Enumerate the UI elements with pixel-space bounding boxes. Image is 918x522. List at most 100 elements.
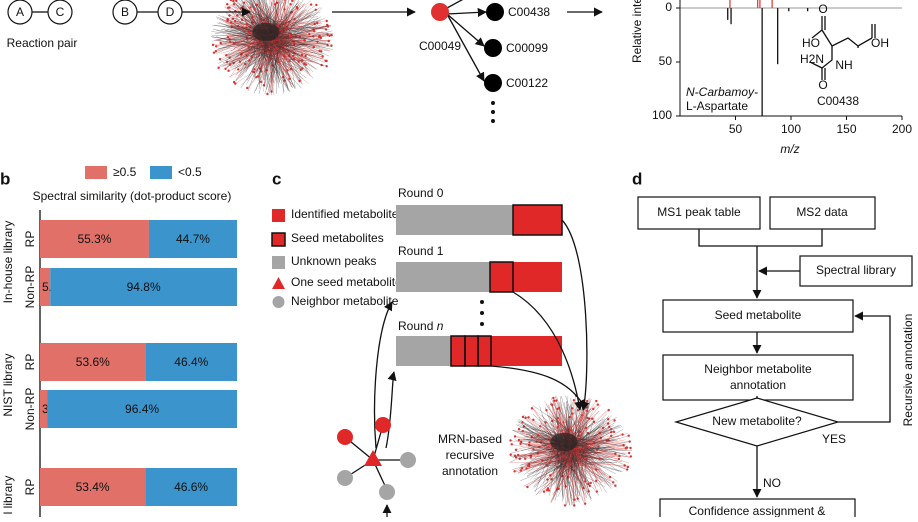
network-node: [224, 68, 226, 70]
node-label: A: [16, 5, 24, 19]
round-n: n: [437, 319, 444, 333]
network-node: [595, 400, 597, 402]
network-node: [509, 439, 511, 441]
neighbor-id: C00122: [506, 76, 548, 90]
neighbor-node: [379, 484, 395, 500]
network-node: [557, 426, 559, 428]
network-node: [628, 440, 630, 442]
network-node: [627, 466, 629, 468]
connector: [447, 12, 486, 14]
network-node: [607, 418, 609, 420]
group-label: l library: [1, 476, 15, 515]
network-node: [326, 20, 328, 22]
round-label: Round 1: [398, 244, 444, 258]
connector: [447, 0, 480, 8]
flow-text: annotation: [730, 378, 786, 392]
value-label: 96.4%: [125, 402, 159, 416]
network-label: MRN-based: [438, 432, 502, 446]
structure-atom: O: [818, 78, 827, 92]
y-tick-label: 0: [665, 0, 672, 14]
structure-atom: O: [818, 2, 827, 16]
value-label: 94.8%: [127, 280, 161, 294]
x-tick-label: 200: [892, 122, 912, 136]
legend-circle: [273, 296, 285, 308]
neighbor-node: [400, 452, 416, 468]
category-label: RP: [23, 479, 37, 496]
network-node: [522, 416, 524, 418]
flow-text: Neighbor metabolite: [704, 362, 812, 376]
network-node: [597, 403, 599, 405]
round-label: Round n: [398, 319, 444, 333]
network-node: [548, 444, 550, 446]
flow-text: MS2 data: [796, 205, 848, 219]
flow-text: YES: [822, 432, 846, 446]
network-node: [227, 70, 229, 72]
network-node: [629, 447, 631, 449]
loop-label: Recursive annotation: [901, 314, 915, 427]
connector: [562, 220, 587, 410]
network-node: [226, 3, 228, 5]
value-label: 55.3%: [77, 232, 111, 246]
network-node: [586, 400, 588, 402]
network-node: [552, 397, 554, 399]
node-label: D: [166, 5, 175, 19]
network-node: [215, 45, 217, 47]
legend-label: ≥0.5: [113, 165, 137, 179]
network-node: [219, 58, 221, 60]
network-node: [289, 35, 291, 37]
ellipsis-dot: [480, 300, 484, 304]
seed-triangle: [364, 450, 382, 466]
network-node: [246, 87, 248, 89]
network-node: [515, 456, 517, 458]
legend-label: <0.5: [178, 165, 202, 179]
network-node: [556, 408, 558, 410]
network-node: [547, 487, 549, 489]
y-tick-label: 100: [652, 108, 672, 122]
network-label: annotation: [442, 464, 498, 478]
connector: [699, 229, 822, 246]
flow-text: MS1 peak table: [657, 205, 741, 219]
network-node: [573, 498, 575, 500]
flow-text: New metabolite?: [712, 414, 802, 428]
network-node: [545, 409, 547, 411]
neighbor-node: [486, 3, 504, 21]
network-node: [325, 60, 327, 62]
ellipsis-dot: [480, 311, 484, 315]
seed-node: [431, 3, 449, 21]
structure-bond: [822, 30, 872, 46]
value-label: 53.4%: [76, 480, 110, 494]
network-core: [252, 23, 279, 42]
ellipsis-dot: [491, 110, 495, 114]
category-label: Non-RP: [23, 266, 37, 309]
network-node: [511, 443, 513, 445]
y-axis-label: Relative inte: [630, 0, 644, 63]
network-node: [255, 76, 257, 78]
network-node: [325, 28, 327, 30]
unknown-segment: [396, 336, 451, 366]
neighbor-node: [337, 429, 353, 445]
network-node: [315, 4, 317, 6]
value-label: 46.4%: [174, 355, 208, 369]
panel-label: d: [632, 169, 642, 188]
x-axis-label: m/z: [780, 142, 799, 156]
network-node: [277, 61, 279, 63]
structure-atom: H2N: [800, 52, 824, 66]
network-node: [527, 416, 529, 418]
neighbor-node: [484, 74, 502, 92]
network-node: [586, 417, 588, 419]
network-node: [515, 449, 517, 451]
network-node: [213, 51, 215, 53]
legend-seed: [272, 233, 285, 246]
flow-text: Spectral library: [816, 263, 896, 277]
network-node: [325, 65, 327, 67]
network-node: [621, 433, 623, 435]
network-core: [550, 433, 577, 452]
unknown-segment: [396, 262, 490, 292]
legend-swatch: [85, 166, 107, 179]
network-node: [518, 428, 520, 430]
network-node: [585, 427, 587, 429]
network-node: [532, 419, 534, 421]
network-node: [291, 0, 293, 2]
network-node: [520, 469, 522, 471]
